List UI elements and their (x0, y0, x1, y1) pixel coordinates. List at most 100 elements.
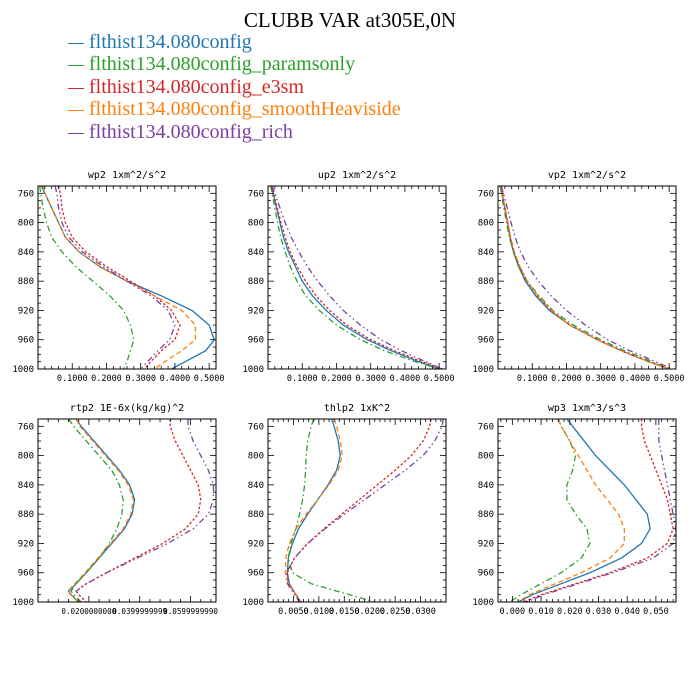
legend-item: flthist134.080config (68, 31, 401, 54)
x-tick-label: 0.050 (643, 607, 669, 617)
panel-1: wp2 1xm^2/s^2 1000 960 920 880 840 800 760 0.100… (12, 170, 224, 384)
x-tick-label: 0.030 (586, 607, 612, 617)
series-line (75, 419, 202, 602)
series-line (270, 186, 443, 369)
x-tick-label: 0.0250 (380, 607, 411, 617)
legend: flthist134.080config flthist134.080confi… (68, 31, 401, 144)
series-line (287, 419, 375, 602)
x-tick-label: 0.0300 (405, 607, 436, 617)
y-tick-label: 1000 (472, 598, 494, 608)
panel-6: wp3 1xm^3/s^3 1000 960 920 880 840 800 760 0.000… (472, 403, 677, 617)
y-tick-label: 880 (18, 277, 34, 287)
y-tick-label: 800 (248, 219, 264, 229)
x-tick-label: 0.0599999990 (163, 607, 218, 616)
series-line (517, 419, 651, 602)
y-tick-label: 920 (478, 539, 494, 549)
x-tick-label: 0.1000 (517, 374, 548, 384)
series-line (57, 186, 181, 369)
x-tick-label: 0.0200000000 (61, 607, 116, 616)
plot-frame (497, 418, 677, 603)
y-tick-label: 760 (248, 422, 264, 432)
panel-title: wp2 1xm^2/s^2 (88, 170, 166, 181)
y-tick-label: 800 (478, 219, 494, 229)
panel-2: up2 1xm^2/s^2 1000 960 920 880 840 800 760 0.100… (242, 170, 454, 384)
y-tick-label: 840 (18, 481, 34, 491)
series-line (39, 186, 135, 369)
y-tick-label: 1000 (12, 365, 34, 375)
y-tick-label: 880 (248, 277, 264, 287)
series-line (285, 419, 445, 602)
y-tick-label: 960 (248, 569, 264, 579)
panel-title: thlp2 1xK^2 (324, 403, 390, 414)
page-title: CLUBB VAR at305E,0N (243, 8, 457, 32)
series-line (271, 186, 443, 369)
series-line (270, 186, 440, 369)
y-tick-label: 960 (18, 569, 34, 579)
legend-label: flthist134.080config_rich (89, 120, 293, 143)
legend-item: flthist134.080config_e3sm (68, 76, 401, 99)
y-tick-label: 960 (478, 569, 494, 579)
y-tick-label: 760 (248, 189, 264, 199)
panel-title: wp3 1xm^3/s^3 (548, 403, 626, 414)
y-tick-label: 840 (248, 248, 264, 258)
x-tick-label: 0.2000 (91, 374, 122, 384)
y-tick-label: 840 (248, 481, 264, 491)
x-tick-label: 0.3000 (125, 374, 156, 384)
series-group (284, 419, 445, 602)
y-tick-label: 840 (18, 248, 34, 258)
y-tick-label: 760 (18, 189, 34, 199)
x-tick-label: 0.5000 (194, 374, 225, 384)
panel-title: vp2 1xm^2/s^2 (548, 170, 626, 181)
series-line (270, 186, 440, 369)
series-line (67, 419, 136, 602)
x-tick-label: 0.4000 (160, 374, 191, 384)
legend-swatch (68, 132, 84, 134)
y-tick-label: 760 (478, 189, 494, 199)
y-tick-label: 840 (478, 481, 494, 491)
series-line (509, 419, 591, 602)
panel-title: up2 1xm^2/s^2 (318, 170, 396, 181)
legend-item: flthist134.080config_paramsonly (68, 53, 401, 77)
series-line (500, 186, 670, 369)
x-tick-label: 0.0150 (329, 607, 360, 617)
y-tick-label: 1000 (242, 598, 264, 608)
legend-label: flthist134.080config (89, 30, 252, 53)
x-tick-label: 0.0200 (354, 607, 385, 617)
y-tick-label: 800 (478, 452, 494, 462)
x-tick-label: 0.1000 (287, 374, 318, 384)
series-line (67, 419, 135, 602)
legend-label: flthist134.080config_e3sm (89, 75, 304, 98)
y-tick-label: 920 (18, 306, 34, 316)
y-tick-label: 920 (248, 306, 264, 316)
series-line (284, 419, 343, 602)
y-tick-label: 920 (18, 539, 34, 549)
series-group (509, 419, 676, 602)
series-line (500, 186, 670, 369)
series-group (39, 186, 216, 369)
y-tick-label: 960 (248, 336, 264, 346)
panel-3: vp2 1xm^2/s^2 1000 960 920 880 840 800 760 0.100… (472, 170, 684, 384)
plot-frame (37, 185, 217, 370)
y-tick-label: 760 (18, 422, 34, 432)
y-tick-label: 840 (478, 248, 494, 258)
series-line (286, 419, 432, 602)
y-tick-label: 1000 (12, 598, 34, 608)
x-tick-label: 0.0100 (303, 607, 334, 617)
x-tick-label: 0.0050 (278, 607, 309, 617)
x-tick-label: 0.3000 (355, 374, 386, 384)
plot-frame (267, 418, 447, 603)
x-tick-label: 0.5000 (424, 374, 455, 384)
series-group (270, 186, 443, 369)
legend-swatch (68, 42, 84, 44)
panel-title: rtp2 1E-6x(kg/kg)^2 (70, 403, 184, 414)
y-tick-label: 800 (18, 452, 34, 462)
y-tick-label: 920 (248, 539, 264, 549)
y-tick-label: 880 (478, 277, 494, 287)
legend-swatch (68, 87, 84, 89)
y-tick-label: 880 (18, 510, 34, 520)
legend-item: flthist134.080config_rich (68, 121, 401, 144)
x-tick-label: 0.020 (557, 607, 583, 617)
x-tick-label: 0.4000 (620, 374, 651, 384)
y-tick-label: 760 (478, 422, 494, 432)
